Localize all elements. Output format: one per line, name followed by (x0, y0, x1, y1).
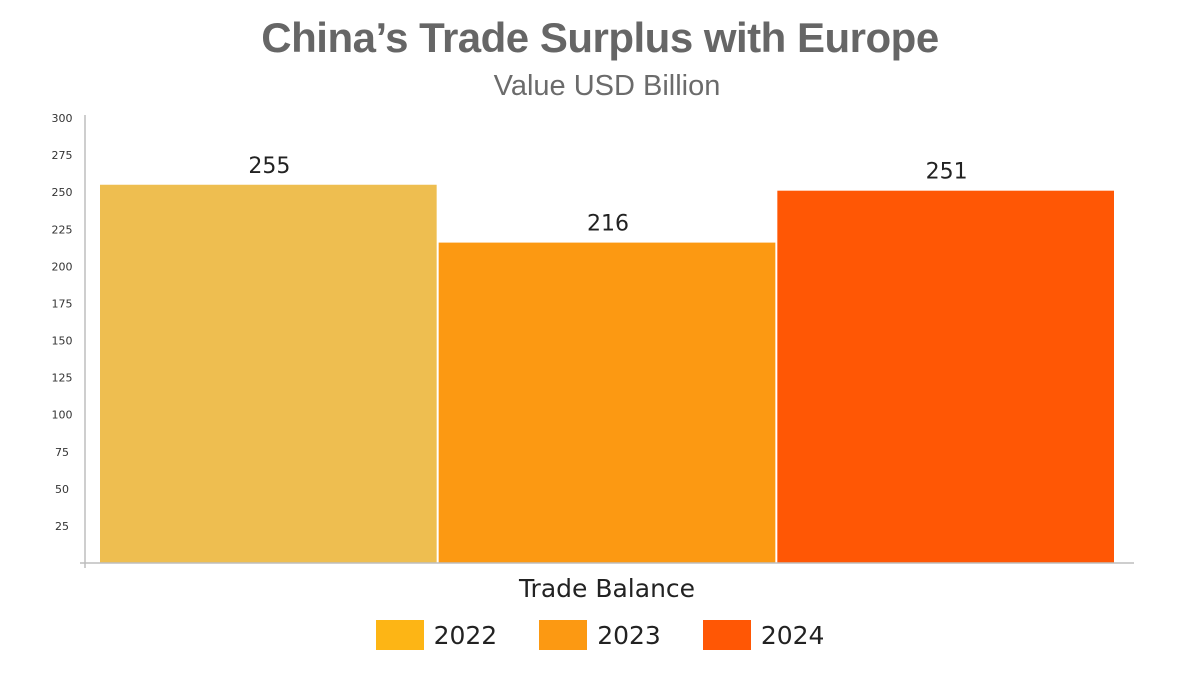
legend-label: 2024 (760, 620, 825, 650)
x-axis-label: Trade Balance (518, 574, 696, 603)
y-tick-label: 125 (52, 372, 73, 385)
data-label-2023: 216 (587, 212, 629, 237)
legend-label: 2023 (597, 620, 661, 650)
y-tick-label: 200 (52, 260, 73, 273)
legend: 2022 2023 2024 (0, 620, 1200, 650)
y-tick-label: 25 (55, 520, 69, 533)
y-tick-label: 225 (52, 223, 73, 236)
legend-item-2024[interactable]: 2024 (702, 620, 825, 650)
y-tick-label: 150 (52, 335, 73, 348)
y-tick-label: 250 (52, 186, 73, 199)
y-axis-ticks: 300 275 250 225 200 175 150 125 100 75 50 25 (52, 112, 73, 533)
legend-swatch (539, 620, 588, 650)
y-tick-label: 100 (52, 409, 73, 422)
chart-subtitle: Value USD Billion (493, 70, 721, 102)
chart-title: China’s Trade Surplus with Europe (261, 14, 939, 61)
legend-item-2023[interactable]: 2023 (539, 620, 661, 650)
bar-2023[interactable] (438, 242, 776, 563)
data-label-2022: 255 (248, 154, 290, 179)
data-labels: 255 216 251 (248, 154, 967, 237)
bar-2024[interactable] (777, 190, 1114, 563)
y-tick-label: 300 (52, 112, 73, 125)
y-tick-label: 50 (55, 483, 69, 496)
data-label-2024: 251 (926, 160, 968, 185)
bar-2022[interactable] (100, 184, 437, 563)
legend-label: 2022 (433, 620, 498, 650)
y-tick-label: 75 (55, 446, 69, 459)
y-tick-label: 275 (52, 149, 73, 162)
bars (100, 184, 1114, 563)
y-tick-label: 175 (52, 297, 73, 310)
legend-swatch (375, 620, 424, 650)
legend-swatch (702, 620, 751, 650)
legend-item-2022[interactable]: 2022 (375, 620, 498, 650)
